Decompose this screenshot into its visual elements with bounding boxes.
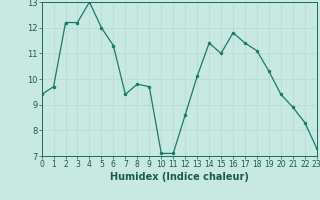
X-axis label: Humidex (Indice chaleur): Humidex (Indice chaleur) <box>110 172 249 182</box>
